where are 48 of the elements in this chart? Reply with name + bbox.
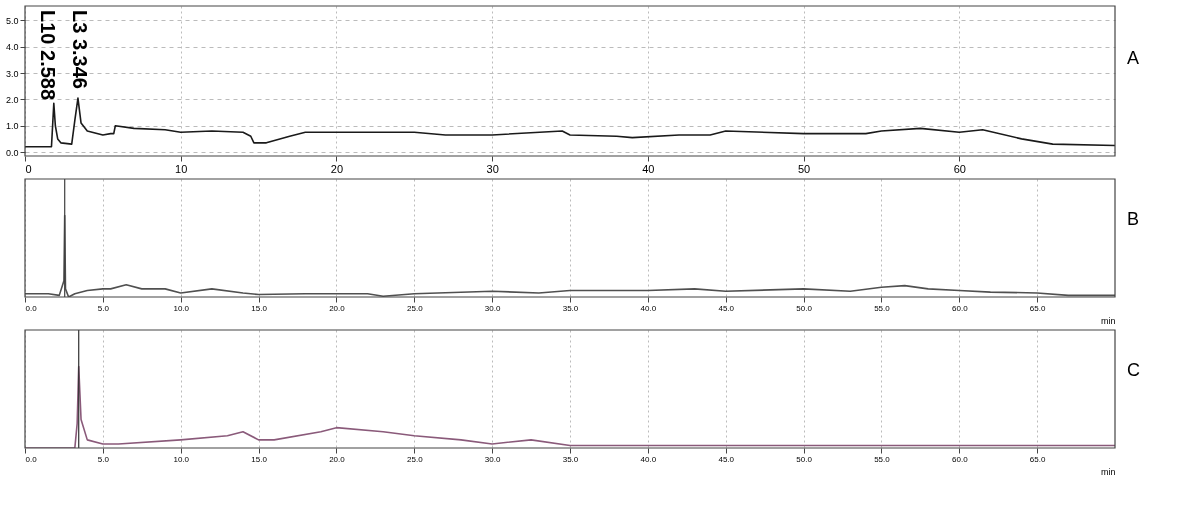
- x-tick-label: 60: [953, 162, 966, 175]
- y-tick-label: 4.0: [5, 42, 19, 53]
- x-tick-label: 65.0: [1029, 454, 1046, 464]
- x-tick-label: 35.0: [562, 303, 579, 313]
- x-tick-label: 25.0: [407, 303, 424, 313]
- x-tick-label: 45.0: [718, 454, 735, 464]
- x-axis-title: min: [1100, 315, 1116, 326]
- x-tick-label: 10.0: [173, 454, 190, 464]
- y-tick-label: 1.0: [5, 121, 19, 132]
- x-tick-label: 50: [797, 162, 811, 175]
- y-tick-label: 5.0: [5, 15, 19, 26]
- x-tick-label: 35.0: [562, 454, 579, 464]
- x-tick-label: 15.0: [251, 454, 268, 464]
- x-tick-label: 30.0: [484, 454, 501, 464]
- text: A: [1127, 47, 1140, 68]
- x-tick-label: 15.0: [251, 303, 268, 313]
- x-tick-label: 40.0: [640, 303, 657, 313]
- x-tick-label: 20.0: [329, 454, 346, 464]
- x-tick-label: 0: [25, 162, 32, 175]
- annotation: L10 2.588: [37, 10, 59, 101]
- x-tick-label: 65.0: [1029, 303, 1046, 313]
- y-tick-label: 2.0: [5, 94, 19, 105]
- text: B: [1127, 209, 1140, 230]
- x-tick-label: 25.0: [407, 454, 424, 464]
- text: C: [1127, 360, 1140, 381]
- x-tick-label: 30.0: [484, 303, 501, 313]
- x-tick-label: 10: [175, 162, 188, 175]
- x-tick-label: 50.0: [796, 303, 813, 313]
- x-tick-label: 20.0: [329, 303, 346, 313]
- x-tick-label: 50.0: [796, 454, 813, 464]
- x-tick-label: 30: [486, 162, 499, 175]
- x-tick-label: 0.0: [25, 303, 38, 313]
- x-tick-label: 45.0: [718, 303, 735, 313]
- y-tick-label: 0.0: [5, 147, 19, 158]
- x-tick-label: 60.0: [952, 303, 969, 313]
- x-tick-label: 10.0: [173, 303, 190, 313]
- x-tick-label: 5.0: [97, 303, 110, 313]
- x-tick-label: 55.0: [874, 454, 891, 464]
- x-tick-label: 40.0: [640, 454, 657, 464]
- annotation: L3 3.346: [69, 10, 91, 89]
- x-axis-title: min: [1100, 466, 1116, 477]
- x-tick-label: 60.0: [952, 454, 969, 464]
- x-tick-label: 0.0: [25, 454, 38, 464]
- x-tick-label: 20: [330, 162, 344, 175]
- x-tick-label: 40: [642, 162, 655, 175]
- x-tick-label: 5.0: [97, 454, 110, 464]
- y-tick-label: 3.0: [5, 68, 19, 79]
- x-tick-label: 55.0: [874, 303, 891, 313]
